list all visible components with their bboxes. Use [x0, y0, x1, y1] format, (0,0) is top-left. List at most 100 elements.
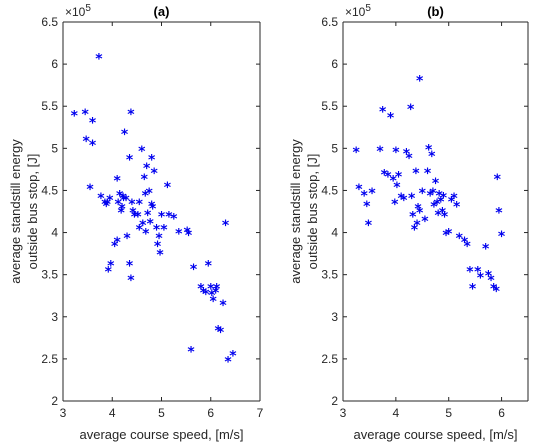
panel-b-data-point: *	[413, 218, 421, 234]
panel-b-title: (b)	[427, 4, 444, 19]
panel-b-data-point: *	[439, 206, 447, 222]
panel-b-data-point: *	[368, 186, 376, 202]
panel-b-data-point: *	[428, 149, 436, 165]
panel-a-y-tick-label: 6.5	[41, 15, 58, 29]
panel-b-y-axis-label-line-1: average standstill energy	[288, 139, 303, 284]
panel-a-y-axis-label-line-1: average standstill energy	[8, 139, 23, 284]
panel-b-data-point: *	[490, 281, 498, 297]
panel-a-data-point: *	[119, 191, 127, 207]
panel-b-data-point: *	[487, 273, 495, 289]
panel-b-x-tick-label: 3	[340, 406, 347, 420]
panel-b-data-point: *	[429, 186, 437, 202]
panel-b-data-point: *	[437, 195, 445, 211]
panel-b-data-point: *	[409, 210, 417, 226]
panel-a-data-point: *	[89, 115, 97, 131]
panel-b-y-multiplier-base: ×10	[345, 5, 366, 19]
panel-a-data-point: *	[158, 210, 166, 226]
panel-a-data-point: *	[205, 259, 213, 275]
panel-a-data-point: *	[212, 286, 220, 302]
panel-a-data-point: *	[82, 134, 90, 150]
panel-a-data-point: *	[210, 294, 218, 310]
panel-a-title: (a)	[154, 4, 170, 19]
panel-b-y-tick-label: 5.5	[321, 99, 338, 113]
panel-b-data-point: *	[403, 147, 411, 163]
panel-b-data-point: *	[408, 191, 416, 207]
panel-b-data-point: *	[411, 222, 419, 238]
panel-a-data-point: *	[200, 286, 208, 302]
panel-a-y-tick-label: 4	[51, 226, 58, 240]
panel-a-data-point: *	[185, 228, 193, 244]
panel-a-y-multiplier-base: ×10	[65, 5, 86, 19]
panel-a-data-point: *	[217, 325, 225, 341]
panel-b-y-tick-label: 2	[331, 394, 338, 408]
panel-a-data-point: *	[142, 189, 150, 205]
panel-a-data-point: *	[103, 199, 111, 215]
panel-b-data-point: *	[365, 218, 373, 234]
panel-a-data-point: *	[164, 180, 172, 196]
panel-a-data-point: *	[136, 222, 144, 238]
panel-b-data-point: *	[466, 264, 474, 280]
panel-a-data-point: *	[160, 222, 168, 238]
panel-a-y-tick-label: 3	[51, 310, 58, 324]
panel-a-data-point: *	[97, 191, 105, 207]
panel-a-data-point: *	[129, 206, 137, 222]
panel-b-data-point: *	[464, 239, 472, 255]
panel-a-data-point: *	[208, 288, 216, 304]
panel-a-data-point: *	[111, 239, 119, 255]
panel-b-data-point: *	[393, 180, 401, 196]
panel-b-data-point: *	[433, 197, 441, 213]
panel-a-y-axis-label-line-2: outside bus stop, [J]	[25, 154, 40, 270]
panel-b-data-point: *	[450, 191, 458, 207]
panel-a-x-tick-label: 5	[158, 406, 165, 420]
panel-b-data-point: *	[405, 151, 413, 167]
panel-a-data-point: *	[148, 199, 156, 215]
panel-b-data-point: *	[440, 190, 448, 206]
panel-a-data-point: *	[197, 281, 205, 297]
panel-b-x-tick-label: 4	[393, 406, 400, 420]
panel-b-data-point: *	[353, 145, 361, 161]
panel-a-y-tick-label: 2.5	[41, 352, 58, 366]
panel-a-data-point: *	[95, 51, 103, 67]
panel-a-y-tick-label: 5	[51, 141, 58, 155]
panel-a-data-point: *	[146, 186, 154, 202]
panel-a-data-point: *	[131, 210, 139, 226]
panel-a-data-point: *	[139, 218, 147, 234]
panel-b-data-point: *	[494, 172, 502, 188]
panel-b-data-point: *	[400, 193, 408, 209]
panel-a-x-tick-label: 6	[207, 406, 214, 420]
panel-b-data-point: *	[397, 191, 405, 207]
panel-a-data-point: *	[144, 208, 152, 224]
panel-b-data-point: *	[461, 235, 469, 251]
panel-b-y-tick-label: 4	[331, 226, 338, 240]
panel-a-data-point: *	[155, 231, 163, 247]
panel-b-data-point: *	[421, 214, 429, 230]
panel-b-y-multiplier: ×105	[345, 3, 371, 19]
panel-b-data-point: *	[474, 264, 482, 280]
panel-b-data-point: *	[469, 281, 477, 297]
panel-b-data-point: *	[360, 189, 368, 205]
panel-a-data-point: *	[106, 193, 114, 209]
panel-a-y-tick-label: 5.5	[41, 99, 58, 113]
panel-a-data-point: *	[136, 197, 144, 213]
panel-a-data-point: *	[149, 201, 157, 217]
panel-a-data-point: *	[183, 225, 191, 241]
panel-a-data-point: *	[219, 298, 227, 314]
panel-a-data-point: *	[128, 197, 136, 213]
panel-a-data-point: *	[150, 166, 158, 182]
panel-b-data-point: *	[432, 176, 440, 192]
panel-a-data-point: *	[89, 138, 97, 154]
panel-b-data-point: *	[407, 102, 415, 118]
panel-a-data-point: *	[134, 210, 142, 226]
panel-a-x-tick-label: 3	[60, 406, 67, 420]
panel-a-data-point: *	[148, 152, 156, 168]
panel-b-data-point: *	[390, 173, 398, 189]
panel-a-data-point: *	[81, 107, 89, 123]
panel-a-data-point: *	[187, 344, 195, 360]
panel-b-data-point: *	[381, 168, 389, 184]
panel-a-data-point: *	[213, 281, 221, 297]
panel-b-data-point: *	[416, 73, 424, 89]
panel-a-data-point: *	[175, 227, 183, 243]
panel-b-y-tick-label: 3	[331, 310, 338, 324]
panel-b-x-tick-label: 6	[498, 406, 505, 420]
